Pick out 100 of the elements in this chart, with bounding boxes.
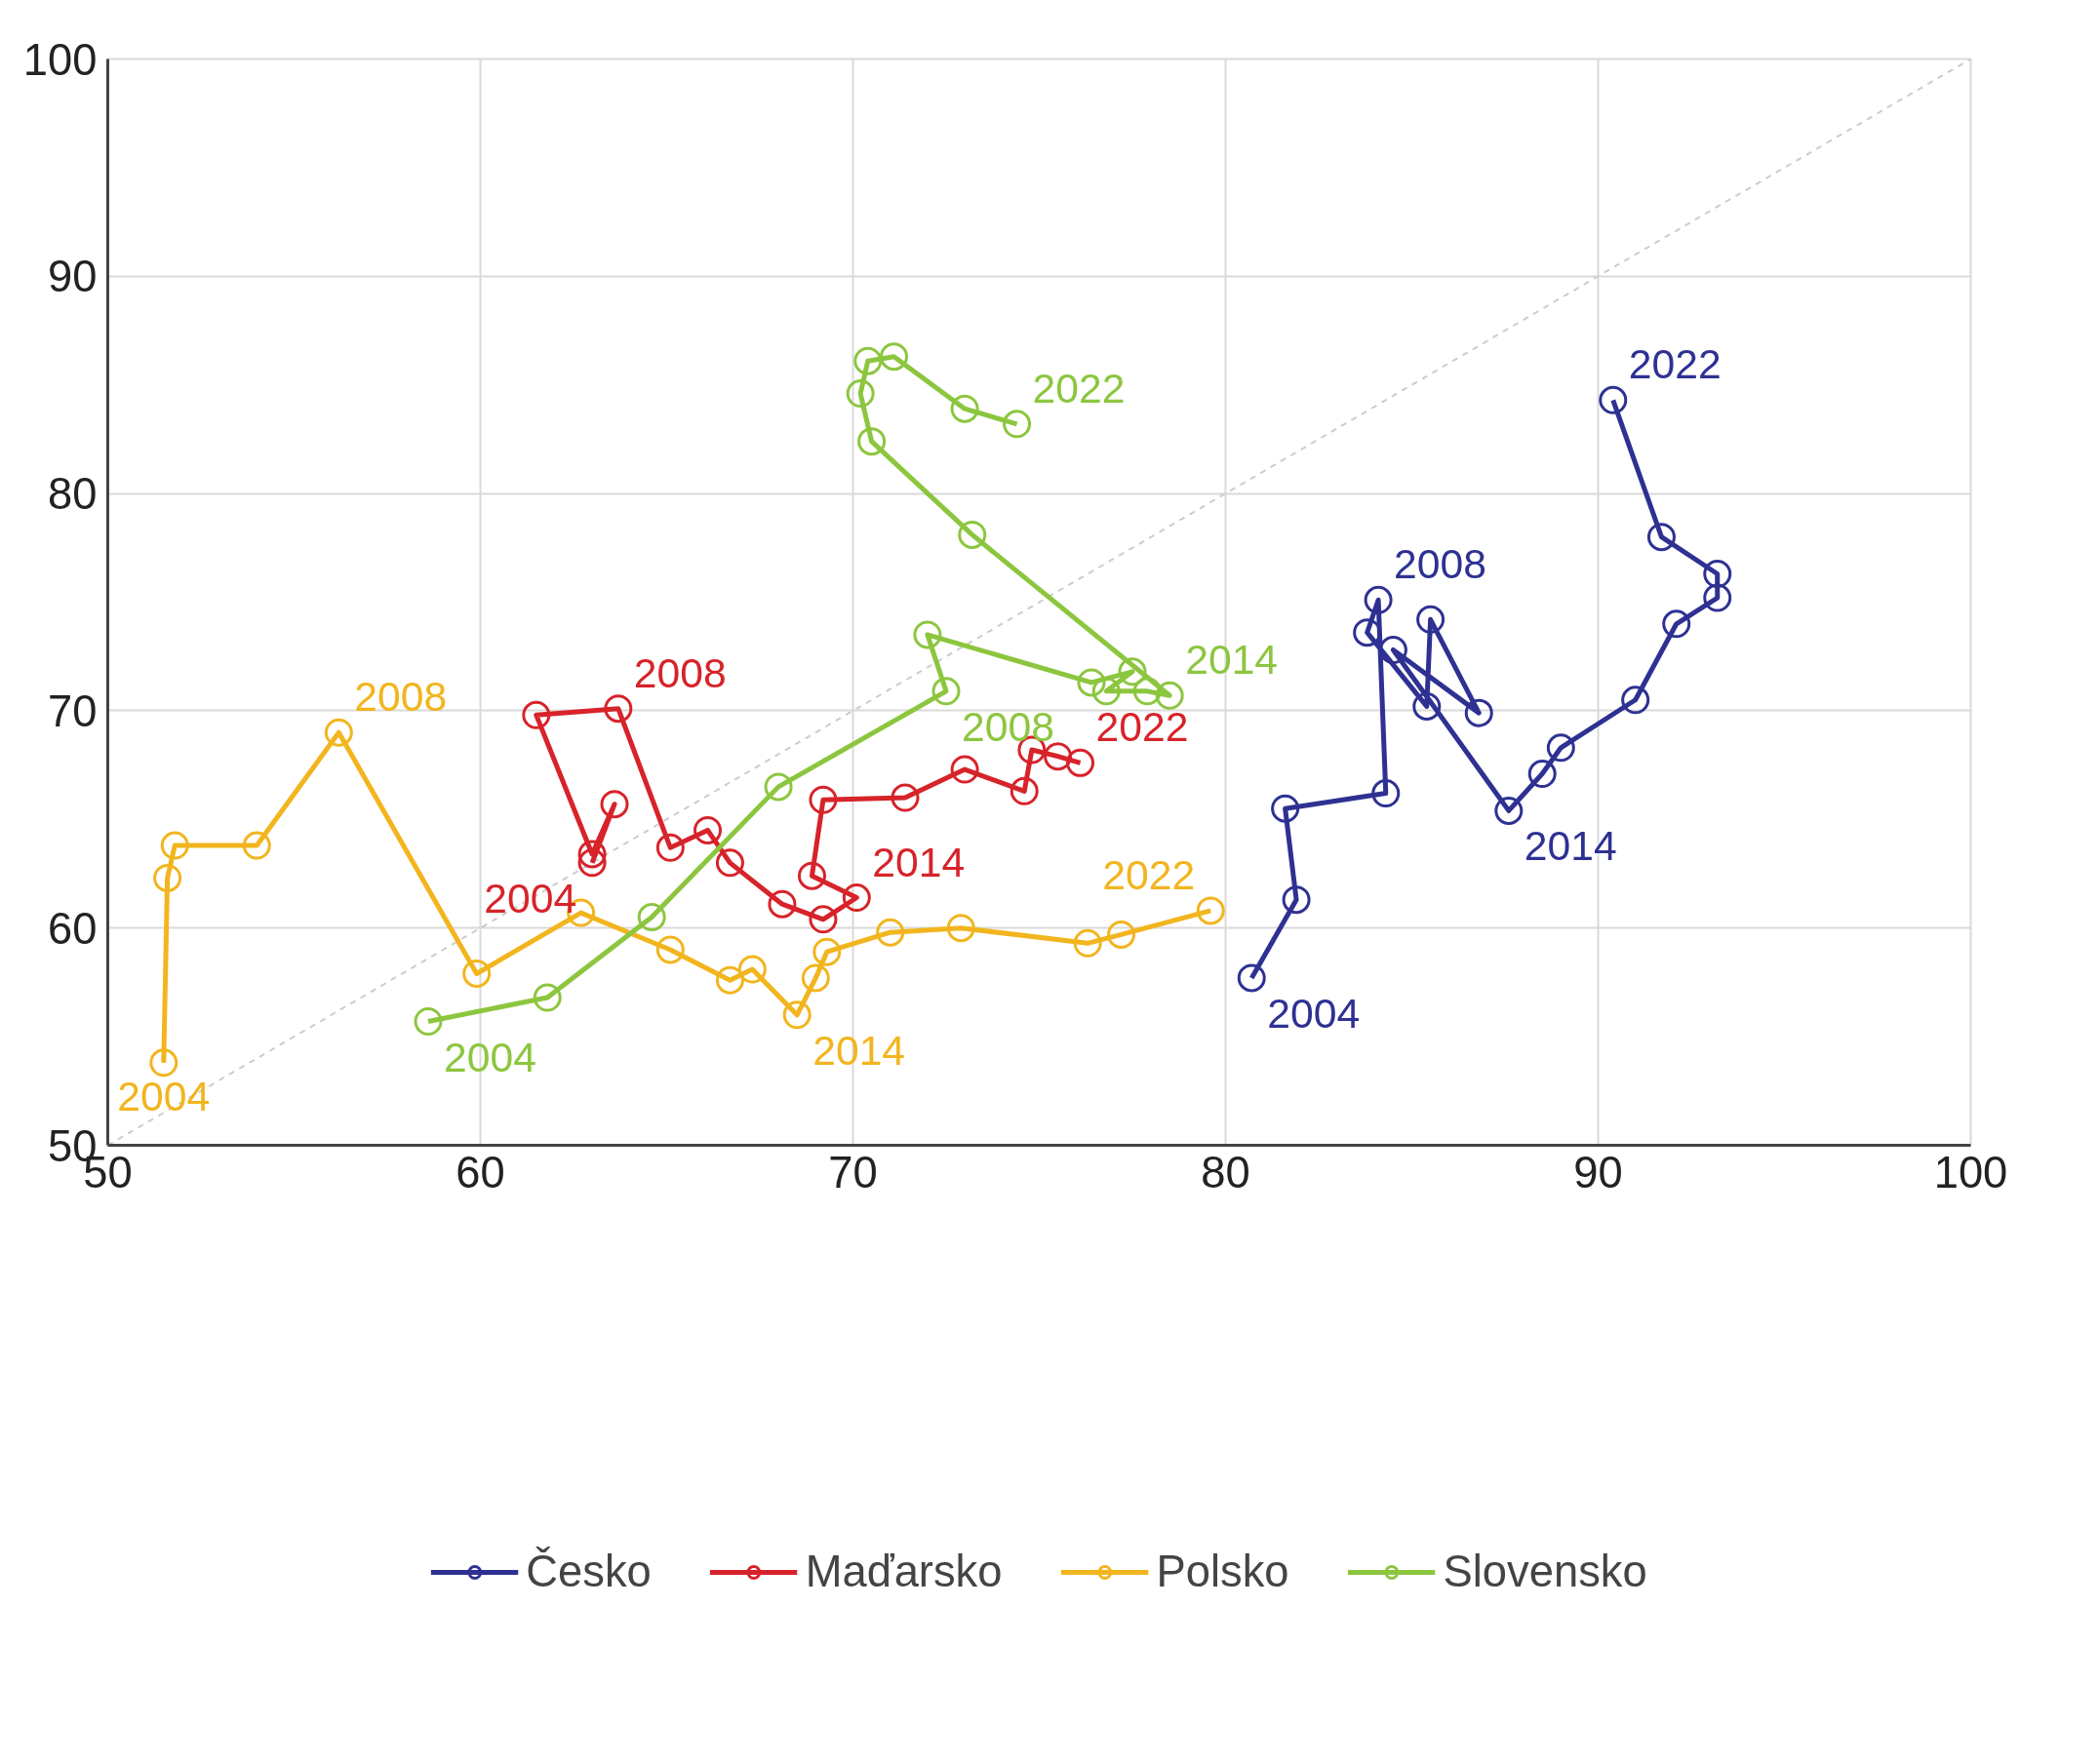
point bbox=[782, 1000, 812, 1030]
point bbox=[1271, 794, 1300, 823]
point bbox=[809, 785, 838, 814]
y-tick-label: 90 bbox=[48, 252, 98, 302]
point bbox=[1416, 605, 1446, 634]
point bbox=[533, 983, 562, 1012]
point bbox=[462, 960, 492, 988]
point bbox=[842, 883, 871, 912]
point bbox=[801, 963, 830, 993]
point bbox=[522, 700, 551, 729]
point bbox=[600, 790, 629, 819]
point bbox=[809, 905, 838, 934]
annotation: 2014 bbox=[1524, 822, 1617, 870]
point bbox=[149, 1048, 178, 1078]
annotation: 2022 bbox=[1032, 364, 1126, 412]
legend-label: Maďarsko bbox=[805, 1547, 1003, 1597]
point bbox=[958, 520, 987, 549]
point bbox=[1044, 742, 1073, 771]
point bbox=[1010, 776, 1039, 805]
point bbox=[1371, 779, 1401, 808]
point bbox=[1546, 733, 1575, 763]
point bbox=[1237, 963, 1266, 993]
point bbox=[242, 831, 271, 860]
point bbox=[1073, 928, 1102, 958]
point bbox=[655, 935, 685, 964]
point bbox=[764, 772, 793, 802]
point bbox=[1599, 385, 1628, 414]
annotation: 2022 bbox=[1102, 850, 1196, 898]
point bbox=[1646, 523, 1676, 552]
point bbox=[950, 755, 979, 784]
point bbox=[715, 848, 744, 878]
point bbox=[880, 342, 909, 372]
point bbox=[715, 965, 744, 995]
legend-label: Česko bbox=[526, 1547, 652, 1597]
annotation: 2008 bbox=[354, 673, 448, 721]
point bbox=[913, 620, 942, 649]
annotation: 2004 bbox=[117, 1072, 211, 1119]
point bbox=[1077, 668, 1106, 697]
point bbox=[1464, 698, 1493, 727]
point bbox=[931, 677, 961, 706]
point bbox=[1066, 748, 1095, 777]
annotation: 2008 bbox=[1394, 540, 1487, 588]
point bbox=[1282, 885, 1311, 915]
legend-label: Slovensko bbox=[1443, 1547, 1647, 1597]
y-tick-label: 100 bbox=[22, 34, 98, 85]
point bbox=[1107, 920, 1136, 949]
point bbox=[1003, 410, 1032, 439]
point bbox=[812, 937, 842, 966]
point bbox=[1132, 677, 1162, 706]
point bbox=[1118, 657, 1147, 686]
point bbox=[1621, 686, 1650, 715]
x-tick-label: 80 bbox=[1201, 1147, 1250, 1197]
point bbox=[577, 848, 607, 878]
annotation: 2008 bbox=[633, 648, 727, 696]
point bbox=[857, 427, 887, 456]
point bbox=[737, 955, 767, 984]
point bbox=[1364, 585, 1393, 614]
annotation: 2014 bbox=[872, 838, 966, 885]
point bbox=[768, 889, 797, 919]
point bbox=[1703, 583, 1732, 612]
annotation: 2014 bbox=[812, 1026, 906, 1074]
annotation: 2014 bbox=[1185, 636, 1279, 684]
point bbox=[577, 840, 607, 869]
point bbox=[160, 831, 189, 860]
point bbox=[414, 1007, 443, 1036]
annotation: 2004 bbox=[484, 874, 577, 921]
annotation: 2008 bbox=[962, 702, 1054, 750]
x-tick-label: 100 bbox=[1933, 1147, 2008, 1197]
point bbox=[1703, 560, 1732, 589]
point bbox=[153, 863, 182, 892]
point bbox=[891, 783, 920, 812]
point bbox=[1527, 760, 1557, 788]
point bbox=[946, 914, 975, 943]
x-tick-label: 70 bbox=[828, 1147, 878, 1197]
y-tick-label: 80 bbox=[48, 469, 98, 520]
point bbox=[1155, 681, 1184, 710]
point bbox=[604, 694, 633, 724]
annotation: 2022 bbox=[1095, 703, 1189, 751]
annotation: 2004 bbox=[1267, 989, 1361, 1037]
legend-label: Polsko bbox=[1156, 1547, 1289, 1597]
point bbox=[1412, 691, 1442, 721]
annotation: 2022 bbox=[1628, 340, 1722, 388]
point bbox=[853, 346, 883, 375]
point bbox=[693, 815, 723, 844]
point bbox=[846, 379, 875, 409]
point bbox=[324, 718, 353, 747]
point bbox=[637, 903, 666, 932]
point bbox=[876, 918, 905, 947]
point bbox=[1196, 896, 1225, 925]
point bbox=[1091, 677, 1121, 706]
annotation: 2004 bbox=[444, 1033, 536, 1080]
point bbox=[1662, 609, 1691, 639]
point bbox=[797, 861, 826, 890]
x-tick-label: 90 bbox=[1573, 1147, 1623, 1197]
point bbox=[1494, 796, 1524, 825]
y-tick-label: 70 bbox=[48, 686, 98, 736]
y-tick-label: 60 bbox=[48, 903, 98, 954]
point bbox=[655, 833, 685, 862]
x-tick-label: 60 bbox=[455, 1147, 505, 1197]
point bbox=[950, 394, 979, 423]
